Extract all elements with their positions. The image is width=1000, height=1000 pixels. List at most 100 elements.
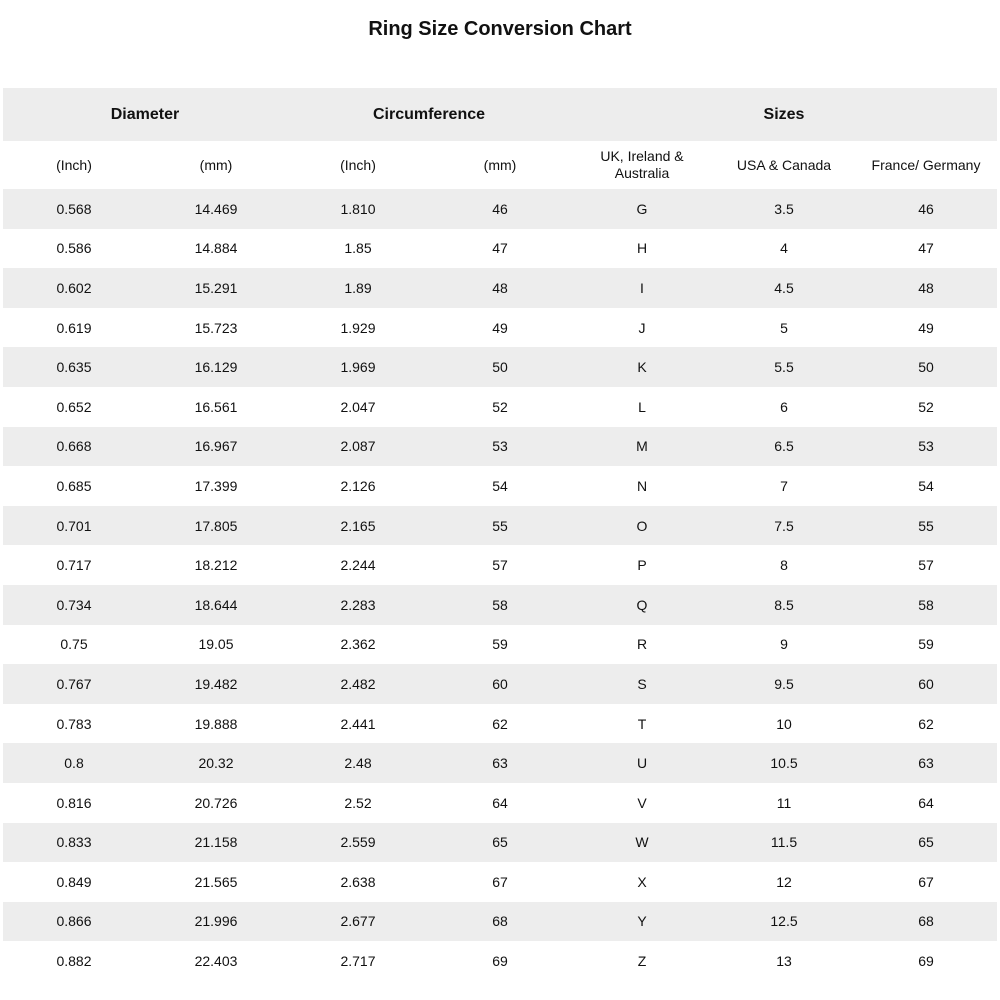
cell-uk-size: U	[636, 755, 648, 772]
ring-size-table: Diameter Circumference Sizes (Inch) (mm)…	[3, 88, 997, 981]
cell-eu-size: 62	[918, 715, 934, 732]
cell-uk-size: X	[637, 873, 647, 890]
cell-diameter-mm: 15.291	[194, 279, 238, 296]
table-row: 0.602 15.291 1.89 48 I 4.5 48	[3, 268, 997, 308]
group-header-row: Diameter Circumference Sizes	[3, 88, 997, 141]
cell-circumference-mm: 55	[492, 517, 508, 534]
col-circumference-inch: (Inch)	[287, 141, 429, 189]
table-row: 0.685 17.399 2.126 54 N 7 54	[3, 466, 997, 506]
cell-us-size: 10.5	[770, 755, 798, 772]
cell-circumference-mm: 48	[492, 279, 508, 296]
cell-diameter-inch: 0.816	[56, 794, 92, 811]
cell-diameter-mm: 14.884	[194, 240, 238, 257]
cell-us-size: 11.5	[770, 834, 798, 851]
cell-diameter-inch: 0.717	[56, 557, 92, 574]
cell-us-size: 13	[776, 953, 792, 970]
cell-uk-size: H	[636, 240, 648, 257]
cell-eu-size: 67	[918, 873, 934, 890]
header-sizes: Sizes	[571, 88, 997, 141]
cell-circumference-mm: 49	[492, 319, 508, 336]
cell-diameter-inch: 0.619	[56, 319, 92, 336]
table-row: 0.849 21.565 2.638 67 X 12 67	[3, 862, 997, 902]
cell-us-size: 7	[780, 477, 788, 494]
cell-circumference-inch: 2.047	[340, 398, 376, 415]
table-row: 0.866 21.996 2.677 68 Y 12.5 68	[3, 901, 997, 942]
cell-circumference-mm: 46	[492, 200, 508, 217]
cell-diameter-mm: 18.644	[194, 596, 238, 613]
cell-circumference-inch: 2.717	[340, 953, 376, 970]
cell-diameter-inch: 0.8	[64, 755, 84, 772]
cell-circumference-mm: 47	[492, 240, 508, 257]
cell-diameter-inch: 0.635	[56, 359, 92, 376]
cell-uk-size: P	[637, 557, 647, 574]
cell-eu-size: 58	[918, 596, 934, 613]
cell-us-size: 4.5	[774, 279, 794, 296]
cell-diameter-inch: 0.866	[56, 913, 92, 930]
cell-circumference-inch: 2.441	[340, 715, 376, 732]
cell-eu-size: 64	[918, 794, 934, 811]
cell-circumference-mm: 62	[492, 715, 508, 732]
cell-diameter-inch: 0.602	[56, 279, 92, 296]
cell-circumference-inch: 2.482	[340, 675, 376, 692]
column-header-row: (Inch) (mm) (Inch) (mm) UK, Ireland & Au…	[3, 141, 997, 189]
cell-diameter-mm: 19.05	[198, 636, 234, 653]
cell-us-size: 5	[780, 319, 788, 336]
cell-us-size: 12.5	[770, 913, 798, 930]
cell-diameter-inch: 0.734	[56, 596, 92, 613]
table-row: 0.783 19.888 2.441 62 T 10 62	[3, 704, 997, 744]
table-row: 0.619 15.723 1.929 49 J 5 49	[3, 308, 997, 348]
cell-circumference-mm: 68	[492, 913, 508, 930]
cell-circumference-inch: 1.810	[340, 200, 376, 217]
cell-diameter-mm: 17.399	[194, 477, 238, 494]
cell-circumference-inch: 2.283	[340, 596, 376, 613]
cell-diameter-mm: 16.561	[194, 398, 238, 415]
cell-diameter-mm: 21.996	[194, 913, 238, 930]
cell-uk-size: T	[637, 715, 647, 732]
cell-circumference-mm: 54	[492, 477, 508, 494]
cell-circumference-inch: 2.677	[340, 913, 376, 930]
cell-uk-size: W	[635, 834, 649, 851]
table-row: 0.816 20.726 2.52 64 V 11 64	[3, 783, 997, 823]
cell-uk-size: V	[637, 794, 647, 811]
table-row: 0.635 16.129 1.969 50 K 5.5 50	[3, 347, 997, 387]
cell-circumference-inch: 2.362	[340, 636, 376, 653]
cell-eu-size: 57	[918, 557, 934, 574]
cell-us-size: 5.5	[774, 359, 794, 376]
cell-circumference-inch: 2.126	[340, 477, 376, 494]
cell-circumference-mm: 65	[492, 834, 508, 851]
cell-us-size: 8	[780, 557, 788, 574]
cell-diameter-inch: 0.767	[56, 675, 92, 692]
cell-diameter-mm: 19.482	[194, 675, 238, 692]
cell-us-size: 8.5	[774, 596, 794, 613]
cell-circumference-mm: 69	[492, 953, 508, 970]
cell-circumference-inch: 1.969	[340, 359, 376, 376]
cell-circumference-inch: 1.929	[340, 319, 376, 336]
cell-diameter-mm: 21.158	[194, 834, 238, 851]
cell-eu-size: 46	[918, 200, 934, 217]
cell-eu-size: 59	[918, 636, 934, 653]
cell-diameter-mm: 16.129	[194, 359, 238, 376]
cell-diameter-mm: 17.805	[194, 517, 238, 534]
cell-diameter-inch: 0.833	[56, 834, 92, 851]
cell-uk-size: J	[638, 319, 646, 336]
cell-circumference-mm: 60	[492, 675, 508, 692]
table-row: 0.882 22.403 2.717 69 Z 13 69	[3, 941, 997, 981]
cell-uk-size: Y	[637, 913, 647, 930]
cell-diameter-inch: 0.685	[56, 477, 92, 494]
cell-us-size: 4	[780, 240, 788, 257]
cell-us-size: 11	[776, 794, 792, 811]
cell-circumference-mm: 50	[492, 359, 508, 376]
cell-diameter-mm: 21.565	[194, 873, 238, 890]
cell-us-size: 6.5	[774, 438, 794, 455]
cell-us-size: 7.5	[774, 517, 794, 534]
cell-eu-size: 52	[918, 398, 934, 415]
cell-eu-size: 48	[918, 279, 934, 296]
cell-us-size: 6	[780, 398, 788, 415]
cell-eu-size: 54	[918, 477, 934, 494]
cell-diameter-mm: 15.723	[194, 319, 238, 336]
col-us-size: USA & Canada	[713, 141, 855, 189]
col-circumference-mm: (mm)	[429, 141, 571, 189]
col-diameter-inch: (Inch)	[3, 141, 145, 189]
cell-uk-size: M	[636, 438, 648, 455]
cell-diameter-inch: 0.701	[56, 517, 92, 534]
